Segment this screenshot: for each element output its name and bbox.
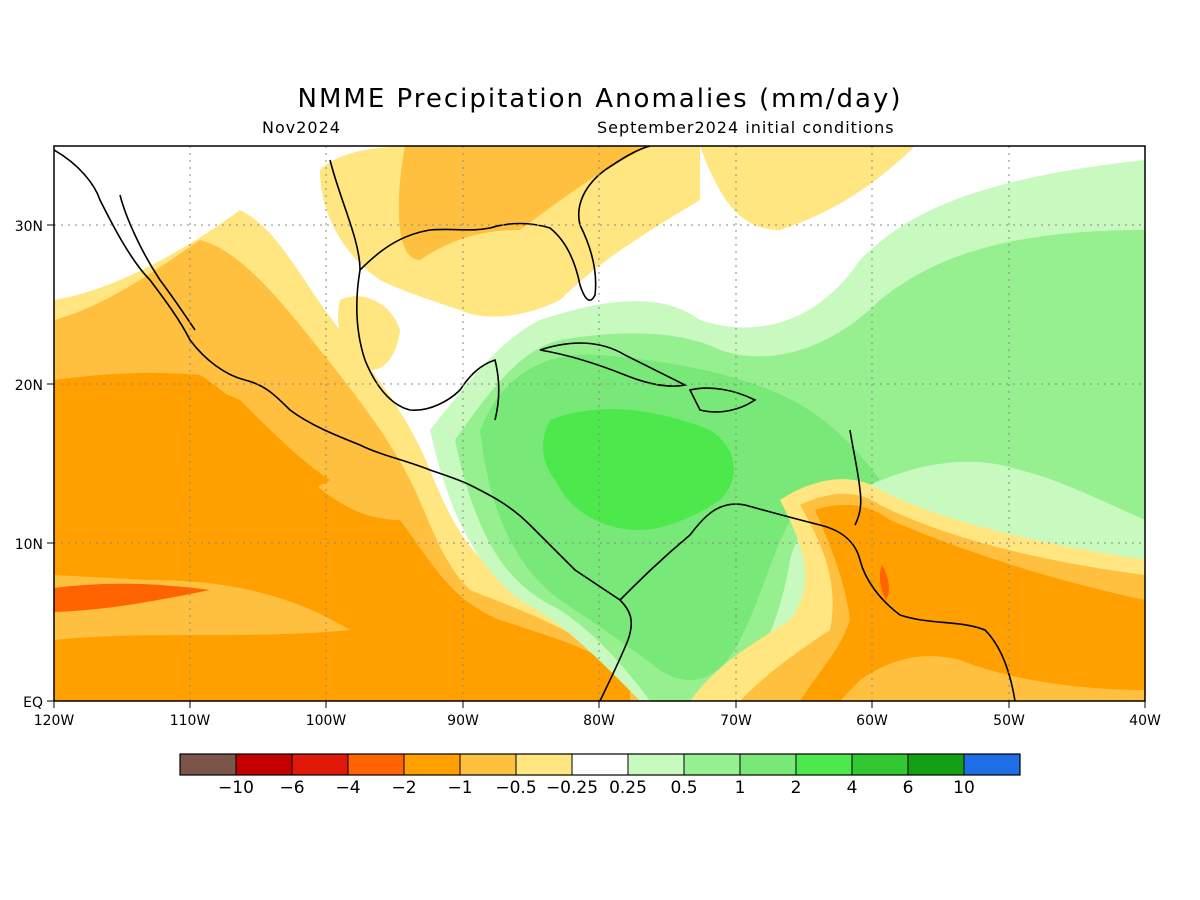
gulf-dry-moderate xyxy=(398,146,650,260)
colorbar-swatch xyxy=(291,753,349,776)
colorbar-label: −10 xyxy=(218,778,254,798)
colorbar-swatch xyxy=(683,753,741,776)
x-tick-label: 120W xyxy=(34,713,75,729)
pacific-dry-band xyxy=(100,389,330,497)
y-axis: EQ 10N 20N 30N xyxy=(15,219,54,711)
colorbar-swatch xyxy=(347,753,405,776)
colorbar-swatch xyxy=(907,753,965,776)
pacific-dry-core xyxy=(54,583,210,612)
colorbar-swatch xyxy=(795,753,853,776)
colorbar-label: −6 xyxy=(279,778,304,798)
gulf-of-mexico-coast xyxy=(329,159,500,421)
x-tick-label: 100W xyxy=(306,713,347,729)
gulf-dry-spot xyxy=(338,296,400,370)
x-tick-label: 70W xyxy=(720,713,752,729)
caribbean-wet-core xyxy=(543,409,734,530)
colorbar-label: 2 xyxy=(791,778,802,798)
colorbar-label: 6 xyxy=(903,778,914,798)
y-tick-label: 20N xyxy=(15,378,43,394)
colorbar-swatch xyxy=(459,753,517,776)
colorbar-label: 0.25 xyxy=(609,778,647,798)
x-tick-label: 110W xyxy=(170,713,211,729)
colorbar-label: −0.25 xyxy=(546,778,598,798)
y-tick-label: 30N xyxy=(15,219,43,235)
y-tick-label: 10N xyxy=(15,537,43,553)
lesser-antilles-coast xyxy=(849,429,862,526)
graticule xyxy=(54,146,1145,701)
north-america-coast xyxy=(54,149,632,701)
colorbar-label: −4 xyxy=(335,778,360,798)
colorbar-swatch xyxy=(515,753,573,776)
cuba-coast xyxy=(539,342,688,387)
forecast-month-label: Nov2024 xyxy=(262,118,341,137)
colorbar-label: −1 xyxy=(447,778,472,798)
colorbar-swatch xyxy=(963,753,1021,776)
x-axis: 120W 110W 100W 90W 80W 70W 60W 50W 40W xyxy=(34,701,1161,729)
colorbar-swatch xyxy=(627,753,685,776)
x-tick-label: 60W xyxy=(856,713,888,729)
colorbar-swatch xyxy=(571,753,629,776)
sa-dry-spot xyxy=(879,565,889,600)
x-tick-label: 80W xyxy=(583,713,615,729)
colorbar-swatch xyxy=(851,753,909,776)
x-tick-label: 40W xyxy=(1129,713,1161,729)
initial-conditions-label: September2024 initial conditions xyxy=(597,118,895,137)
x-tick-label: 90W xyxy=(447,713,479,729)
y-tick-label: EQ xyxy=(23,695,43,711)
colorbar-frame xyxy=(179,753,1021,776)
south-america-coast xyxy=(619,503,1016,701)
map-title: NMME Precipitation Anomalies (mm/day) xyxy=(297,84,903,114)
colorbar-label: 0.5 xyxy=(670,778,697,798)
colorbar-label: 10 xyxy=(953,778,975,798)
colorbar-swatch xyxy=(403,753,461,776)
colorbar-swatch xyxy=(179,753,237,776)
colorbar-label: 4 xyxy=(847,778,858,798)
sa-dry-strong xyxy=(800,504,1145,701)
pacific-dry-moderate xyxy=(54,240,640,701)
colorbar: −10 −6 −4 −2 −1 −0.5 −0.25 0.25 0.5 1 2 … xyxy=(179,753,1021,798)
x-tick-label: 50W xyxy=(993,713,1025,729)
colorbar-swatch xyxy=(739,753,797,776)
us-dry-light-east xyxy=(700,146,915,230)
coastlines xyxy=(54,146,1016,701)
baja-california-coast xyxy=(119,194,196,331)
colorbar-label: −0.5 xyxy=(495,778,536,798)
anomaly-field xyxy=(54,146,1145,701)
hispaniola-coast xyxy=(688,387,757,413)
colorbar-label: −2 xyxy=(391,778,416,798)
us-gulf-coast xyxy=(359,146,651,301)
colorbar-swatch xyxy=(235,753,293,776)
colorbar-label: 1 xyxy=(735,778,746,798)
